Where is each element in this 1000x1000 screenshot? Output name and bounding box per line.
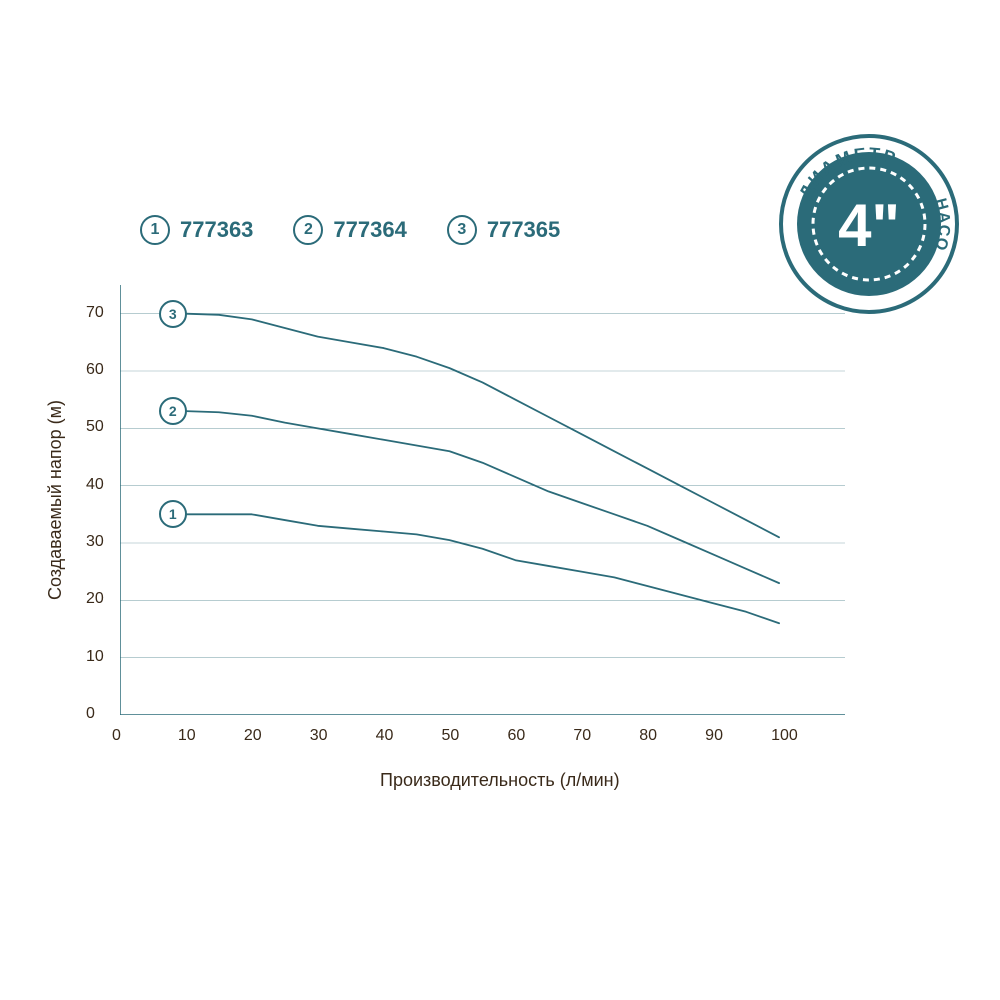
curve-marker-2: 2 bbox=[159, 397, 187, 425]
legend-marker-3: 3 bbox=[447, 215, 477, 245]
y-tick-label: 50 bbox=[86, 418, 104, 436]
x-tick-label: 100 bbox=[771, 727, 798, 745]
chart-plot-area bbox=[120, 285, 845, 715]
x-tick-label: 50 bbox=[442, 727, 460, 745]
y-axis-label: Создаваемый напор (м) bbox=[45, 400, 66, 600]
legend-marker-1: 1 bbox=[140, 215, 170, 245]
y-tick-label: 30 bbox=[86, 533, 104, 551]
badge-center-text: 4" bbox=[838, 192, 900, 259]
curve-marker-3: 3 bbox=[159, 300, 187, 328]
y-tick-label: 10 bbox=[86, 648, 104, 666]
y-tick-label: 60 bbox=[86, 361, 104, 379]
x-tick-label: 40 bbox=[376, 727, 394, 745]
legend-label-2: 777364 bbox=[333, 217, 406, 243]
y-tick-label: 20 bbox=[86, 590, 104, 608]
x-tick-label: 30 bbox=[310, 727, 328, 745]
x-tick-label: 70 bbox=[573, 727, 591, 745]
x-tick-label: 0 bbox=[112, 727, 121, 745]
legend-label-1: 777363 bbox=[180, 217, 253, 243]
legend: 1 777363 2 777364 3 777365 bbox=[140, 215, 560, 245]
x-tick-label: 20 bbox=[244, 727, 262, 745]
x-axis-label: Производительность (л/мин) bbox=[380, 770, 620, 791]
chart-figure: 1 777363 2 777364 3 777365 ДИАМЕТР НАСОС bbox=[0, 0, 1000, 1000]
x-tick-label: 10 bbox=[178, 727, 196, 745]
curve-marker-1: 1 bbox=[159, 500, 187, 528]
legend-marker-2: 2 bbox=[293, 215, 323, 245]
x-tick-label: 60 bbox=[507, 727, 525, 745]
legend-label-3: 777365 bbox=[487, 217, 560, 243]
legend-item-2: 2 777364 bbox=[293, 215, 406, 245]
y-tick-label: 40 bbox=[86, 476, 104, 494]
y-tick-label: 70 bbox=[86, 304, 104, 322]
legend-item-3: 3 777365 bbox=[447, 215, 560, 245]
chart-svg bbox=[120, 285, 845, 715]
x-tick-label: 80 bbox=[639, 727, 657, 745]
legend-item-1: 1 777363 bbox=[140, 215, 253, 245]
x-tick-label: 90 bbox=[705, 727, 723, 745]
diameter-badge: ДИАМЕТР НАСОСА 4" bbox=[775, 130, 955, 310]
y-tick-label: 0 bbox=[86, 705, 95, 723]
